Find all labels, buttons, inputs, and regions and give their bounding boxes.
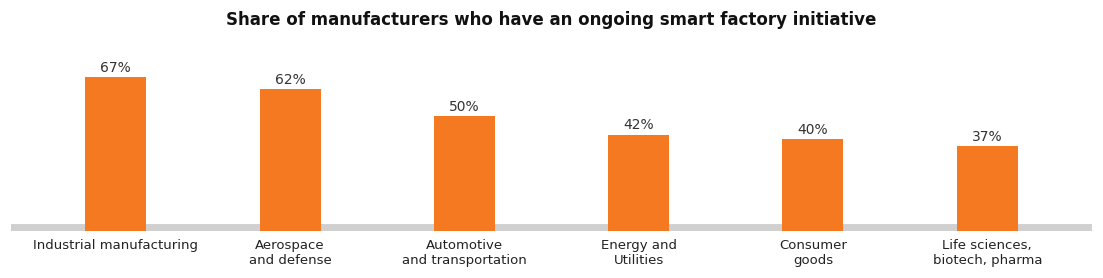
- Bar: [85, 77, 147, 230]
- Title: Share of manufacturers who have an ongoing smart factory initiative: Share of manufacturers who have an ongoi…: [226, 11, 877, 29]
- Bar: [433, 116, 495, 230]
- Bar: [259, 89, 321, 230]
- Text: 67%: 67%: [100, 61, 131, 75]
- Text: 62%: 62%: [275, 73, 306, 86]
- Text: 50%: 50%: [449, 100, 480, 114]
- Bar: [782, 139, 844, 230]
- Text: 40%: 40%: [797, 123, 828, 137]
- Text: 42%: 42%: [623, 118, 654, 132]
- Text: 37%: 37%: [972, 130, 1003, 144]
- Bar: [956, 146, 1018, 230]
- Bar: [608, 135, 670, 230]
